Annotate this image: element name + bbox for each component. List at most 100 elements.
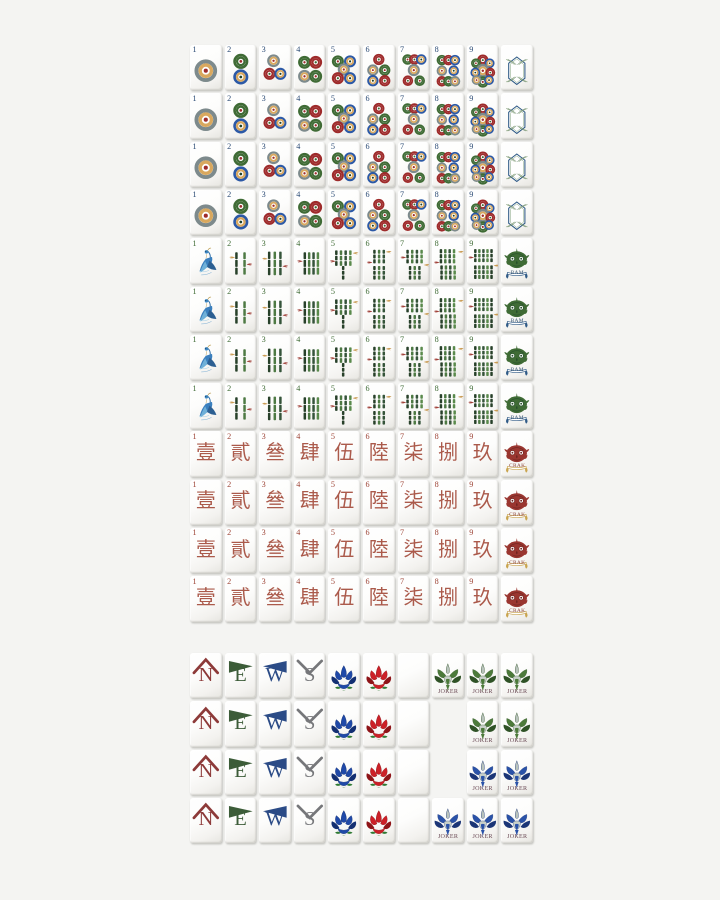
tile-dots-4[interactable]: 4 [293,45,326,91]
tile-flower[interactable] [328,701,361,747]
tile-bamboo-green-dragon[interactable]: BAM [501,334,534,381]
tile-joker[interactable]: JOKER [501,749,534,796]
tile-bamboo-3[interactable]: 3 [259,383,291,429]
tile-dots-8[interactable]: 8 [432,189,464,236]
tile-joker[interactable]: JOKER [432,653,464,699]
tile-dots-1[interactable]: 1 [190,141,222,188]
tile-dots-7[interactable]: 7 [397,93,430,139]
tile-flower[interactable] [328,797,361,844]
tile-dots-1[interactable]: 1 [190,189,222,236]
tile-dots-9[interactable]: 9 [466,93,499,139]
tile-characters-red-dragon[interactable]: CRAK [501,576,534,622]
tile-bamboo-4[interactable]: 4 [293,383,326,429]
tile-dots-7[interactable]: 7 [397,141,430,188]
tile-joker[interactable]: JOKER [501,797,534,844]
tile-wind-s[interactable]: S [293,797,326,844]
tile-wind-w[interactable]: W [259,701,291,747]
tile-wind-n[interactable]: N [190,749,222,796]
tile-dots-white-dragon[interactable] [501,141,534,188]
tile-dots-6[interactable]: 6 [363,189,395,236]
tile-bamboo-8[interactable]: 8 [432,286,464,332]
tile-wind-s[interactable]: S [293,701,326,747]
tile-bamboo-9[interactable]: 9 [466,383,499,429]
tile-bamboo-7[interactable]: 7 [397,238,430,284]
tile-dots-3[interactable]: 3 [259,141,291,188]
tile-dots-8[interactable]: 8 [432,141,464,188]
tile-bamboo-6[interactable]: 6 [363,238,395,284]
tile-bamboo-3[interactable]: 3 [259,334,291,381]
tile-joker[interactable]: JOKER [432,797,464,844]
tile-flower[interactable] [363,653,395,699]
tile-dots-6[interactable]: 6 [363,45,395,91]
tile-bamboo-7[interactable]: 7 [397,334,430,381]
tile-bamboo-4[interactable]: 4 [293,334,326,381]
tile-dots-6[interactable]: 6 [363,141,395,188]
tile-dots-5[interactable]: 5 [328,93,361,139]
tile-characters-red-dragon[interactable]: CRAK [501,528,534,574]
tile-dots-1[interactable]: 1 [190,45,222,91]
tile-bamboo-7[interactable]: 7 [397,383,430,429]
tile-bamboo-1[interactable]: 1 [190,286,222,332]
tile-characters-red-dragon[interactable]: CRAK [501,431,534,477]
tile-dots-2[interactable]: 2 [224,189,257,236]
tile-wind-n[interactable]: N [190,653,222,699]
tile-bamboo-8[interactable]: 8 [432,238,464,284]
tile-dots-white-dragon[interactable] [501,189,534,236]
tile-bamboo-9[interactable]: 9 [466,286,499,332]
tile-dots-8[interactable]: 8 [432,45,464,91]
tile-wind-e[interactable]: E [224,797,257,844]
tile-dots-9[interactable]: 9 [466,45,499,91]
tile-blank[interactable] [397,653,430,699]
tile-dots-2[interactable]: 2 [224,45,257,91]
tile-wind-w[interactable]: W [259,653,291,699]
tile-dots-2[interactable]: 2 [224,141,257,188]
tile-blank[interactable] [397,749,430,796]
tile-bamboo-4[interactable]: 4 [293,238,326,284]
tile-bamboo-green-dragon[interactable]: BAM [501,383,534,429]
tile-bamboo-9[interactable]: 9 [466,238,499,284]
tile-wind-s[interactable]: S [293,749,326,796]
tile-bamboo-3[interactable]: 3 [259,286,291,332]
tile-dots-white-dragon[interactable] [501,45,534,91]
tile-bamboo-6[interactable]: 6 [363,286,395,332]
tile-bamboo-2[interactable]: 2 [224,334,257,381]
tile-bamboo-5[interactable]: 5 [328,383,361,429]
tile-bamboo-4[interactable]: 4 [293,286,326,332]
tile-dots-4[interactable]: 4 [293,93,326,139]
tile-characters-red-dragon[interactable]: CRAK [501,479,534,526]
tile-wind-w[interactable]: W [259,749,291,796]
tile-wind-n[interactable]: N [190,701,222,747]
tile-bamboo-1[interactable]: 1 [190,383,222,429]
tile-dots-white-dragon[interactable] [501,93,534,139]
tile-wind-e[interactable]: E [224,749,257,796]
tile-dots-7[interactable]: 7 [397,45,430,91]
tile-flower[interactable] [328,653,361,699]
tile-flower[interactable] [328,749,361,796]
tile-bamboo-green-dragon[interactable]: BAM [501,238,534,284]
